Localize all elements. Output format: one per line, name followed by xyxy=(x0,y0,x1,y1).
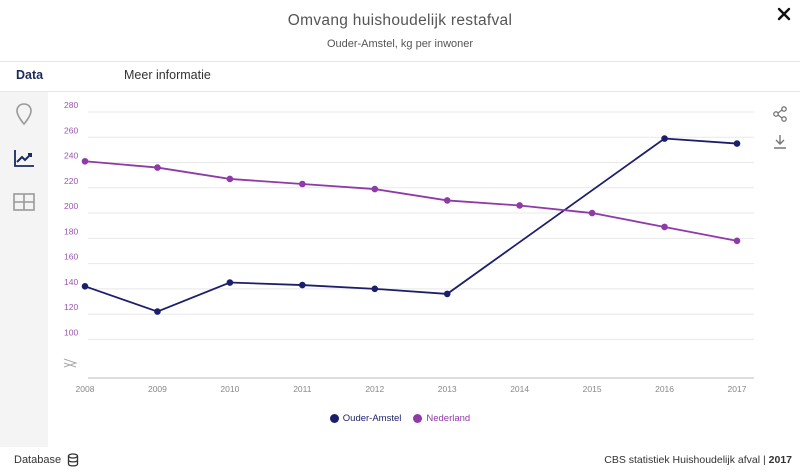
data-point[interactable] xyxy=(226,279,234,286)
data-point[interactable] xyxy=(733,140,741,147)
data-point[interactable] xyxy=(154,164,161,171)
data-point[interactable] xyxy=(299,281,306,289)
tab-meer-informatie[interactable]: Meer informatie xyxy=(124,68,211,82)
page-title: Omvang huishoudelijk restafval xyxy=(287,12,513,29)
series-line-1 xyxy=(84,160,738,242)
database-icon xyxy=(67,453,79,467)
x-tick-label: 2016 xyxy=(655,384,674,394)
x-tick-label: 2013 xyxy=(438,384,457,394)
y-tick-label: 180 xyxy=(64,226,78,236)
data-point[interactable] xyxy=(81,157,89,165)
source-credit: CBS statistiek Huishoudelijk afval | 201… xyxy=(604,454,792,466)
data-point[interactable] xyxy=(81,283,89,290)
line-chart-icon xyxy=(14,150,34,167)
legend-dot-nederland xyxy=(413,414,423,423)
x-tick-label: 2008 xyxy=(76,384,95,394)
download-button[interactable] xyxy=(770,132,790,152)
data-point[interactable] xyxy=(299,180,306,188)
close-icon xyxy=(777,7,791,21)
x-tick-label: 2014 xyxy=(510,384,529,394)
data-point[interactable] xyxy=(154,308,161,315)
table-icon xyxy=(13,193,35,211)
data-point[interactable] xyxy=(443,197,451,204)
y-tick-label: 280 xyxy=(64,100,78,110)
legend-label-nederland: Nederland xyxy=(426,413,471,424)
legend-label-ouder-amstel: Ouder-Amstel xyxy=(342,413,402,424)
data-point[interactable] xyxy=(226,175,234,183)
y-axis: 100 120 140 160 180 200 220 240 260 280 xyxy=(63,100,78,368)
y-tick-label: 240 xyxy=(64,151,78,161)
database-link[interactable]: Database xyxy=(14,453,79,467)
x-tick-label: 2009 xyxy=(148,384,167,394)
header: Omvang huishoudelijk restafval Ouder-Ams… xyxy=(0,0,800,62)
sidebar-item-chart[interactable] xyxy=(10,144,38,172)
tab-bar: Data Meer informatie xyxy=(0,62,800,92)
chart-gridlines xyxy=(88,111,754,340)
chart-series xyxy=(81,135,741,315)
chart-legend: Ouder-Amstel Nederland xyxy=(0,413,800,424)
share-icon xyxy=(773,106,787,122)
x-tick-label: 2010 xyxy=(220,384,239,394)
data-point[interactable] xyxy=(588,209,596,217)
data-point[interactable] xyxy=(371,285,379,293)
y-tick-label: 260 xyxy=(64,125,78,135)
download-icon xyxy=(774,135,786,149)
data-point[interactable] xyxy=(661,135,668,142)
y-tick-label: 100 xyxy=(64,327,78,337)
y-tick-label: 120 xyxy=(64,302,78,312)
source-year: 2017 xyxy=(768,454,792,466)
series-line-0 xyxy=(84,137,738,313)
close-button[interactable] xyxy=(774,4,794,24)
x-axis: 2008 2009 2010 2011 2012 2013 2014 2015 2016 2017 xyxy=(76,377,754,394)
source-text: CBS statistiek Huishoudelijk afval xyxy=(604,454,761,466)
data-point[interactable] xyxy=(661,223,668,231)
y-tick-label: 160 xyxy=(64,252,78,262)
share-button[interactable] xyxy=(770,104,790,124)
chart-toolbar xyxy=(760,92,800,447)
page-subtitle: Ouder-Amstel, kg per inwoner xyxy=(326,38,474,50)
data-point[interactable] xyxy=(371,185,379,193)
x-tick-label: 2017 xyxy=(728,384,747,394)
y-tick-label: 220 xyxy=(64,176,78,186)
legend-dot-ouder-amstel xyxy=(329,414,339,423)
database-label: Database xyxy=(14,454,62,466)
legend-item-ouder-amstel[interactable]: Ouder-Amstel xyxy=(329,413,402,424)
data-point[interactable] xyxy=(443,290,451,298)
sidebar xyxy=(0,92,48,447)
tab-data[interactable]: Data xyxy=(16,68,44,82)
sidebar-item-map[interactable] xyxy=(10,100,38,128)
data-point[interactable] xyxy=(516,202,523,209)
x-tick-label: 2012 xyxy=(365,384,384,394)
footer: Database CBS statistiek Huishoudelijk af… xyxy=(0,447,800,472)
map-pin-icon xyxy=(16,103,32,126)
x-tick-label: 2011 xyxy=(293,384,312,394)
data-point[interactable] xyxy=(733,237,741,245)
y-tick-label: 140 xyxy=(64,277,78,287)
axis-break-icon xyxy=(63,358,78,368)
sidebar-item-table[interactable] xyxy=(10,188,38,216)
legend-item-nederland[interactable]: Nederland xyxy=(413,413,470,424)
x-tick-label: 2015 xyxy=(583,384,602,394)
y-tick-label: 200 xyxy=(64,201,78,211)
